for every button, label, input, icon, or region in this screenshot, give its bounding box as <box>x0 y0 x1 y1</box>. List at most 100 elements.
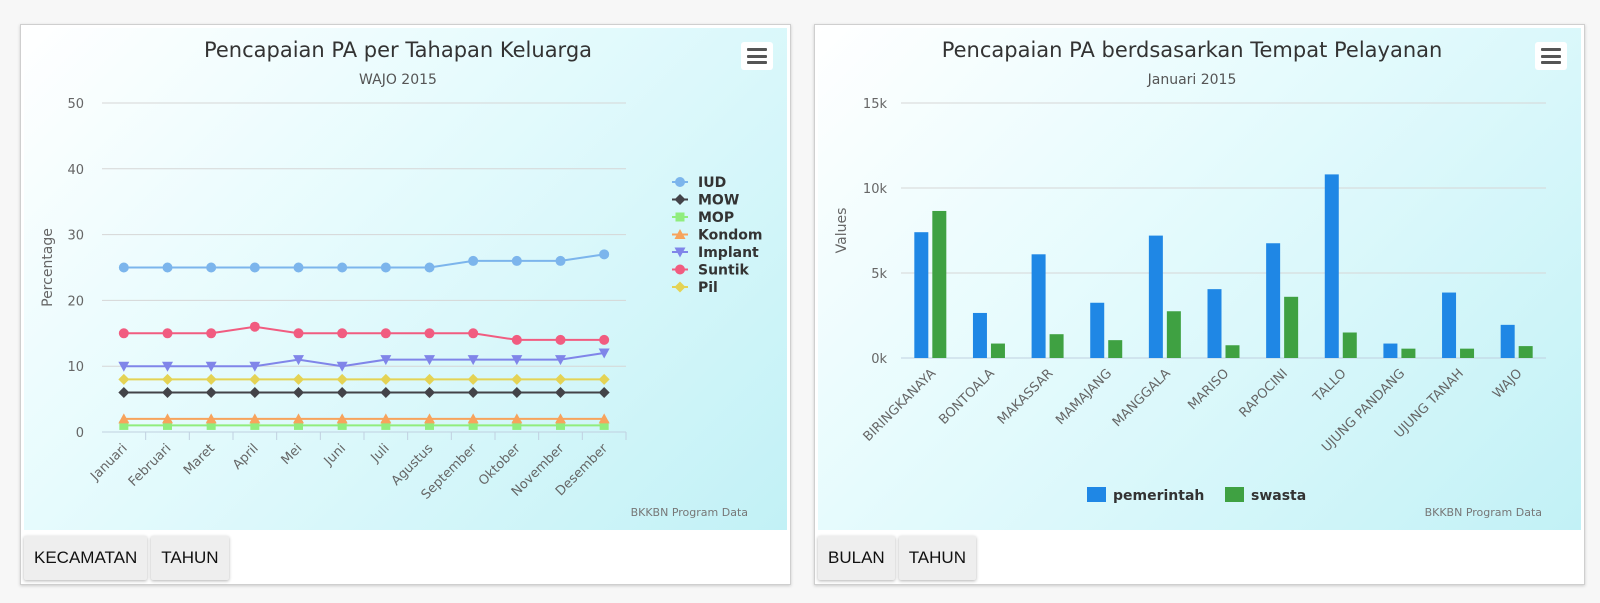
data-point[interactable] <box>424 373 435 385</box>
data-point[interactable] <box>119 420 129 430</box>
data-point[interactable] <box>468 328 479 339</box>
data-point[interactable] <box>424 413 435 424</box>
data-point[interactable] <box>599 420 609 430</box>
legend-item-mow[interactable]: MOW <box>672 193 739 209</box>
data-point[interactable] <box>249 262 260 273</box>
data-point[interactable] <box>294 420 303 430</box>
data-point[interactable] <box>249 361 261 372</box>
data-point[interactable] <box>336 387 348 399</box>
data-point[interactable] <box>336 413 348 424</box>
data-point[interactable] <box>425 420 434 430</box>
data-point[interactable] <box>598 387 610 399</box>
data-point[interactable] <box>555 255 566 266</box>
data-point[interactable] <box>467 413 479 424</box>
bar-swasta[interactable] <box>1108 340 1123 358</box>
legend-item-pemerintah[interactable]: pemerintah <box>1087 487 1204 504</box>
bar-pemerintah[interactable] <box>1500 324 1515 358</box>
bar-swasta[interactable] <box>932 210 947 358</box>
bulan-button[interactable]: BULAN <box>818 536 895 580</box>
data-point[interactable] <box>162 262 173 273</box>
legend-marker[interactable] <box>674 229 686 239</box>
bar-swasta[interactable] <box>1518 346 1533 358</box>
data-point[interactable] <box>337 262 348 273</box>
data-point[interactable] <box>118 387 130 399</box>
data-point[interactable] <box>336 361 348 372</box>
bar-swasta[interactable] <box>990 343 1005 358</box>
data-point[interactable] <box>468 420 478 430</box>
data-point[interactable] <box>512 420 522 430</box>
data-point[interactable] <box>118 262 129 273</box>
data-point[interactable] <box>380 387 392 399</box>
data-point[interactable] <box>206 262 217 273</box>
data-point[interactable] <box>380 328 391 339</box>
bar-pemerintah[interactable] <box>1383 343 1398 358</box>
data-point[interactable] <box>249 387 261 399</box>
data-point[interactable] <box>249 321 260 332</box>
data-point[interactable] <box>293 373 304 385</box>
chart-credits[interactable]: BKKBN Program Data <box>1425 506 1542 519</box>
data-point[interactable] <box>467 373 479 385</box>
data-point[interactable] <box>424 262 435 273</box>
data-point[interactable] <box>598 348 610 359</box>
data-point[interactable] <box>118 328 129 339</box>
data-point[interactable] <box>555 334 566 345</box>
data-point[interactable] <box>598 413 610 424</box>
data-point[interactable] <box>424 355 435 366</box>
data-point[interactable] <box>336 373 348 385</box>
legend-item-mop[interactable]: MOP <box>672 210 734 226</box>
data-point[interactable] <box>467 387 479 399</box>
data-point[interactable] <box>162 373 173 385</box>
data-point[interactable] <box>424 387 435 399</box>
bar-pemerintah[interactable] <box>1324 174 1339 358</box>
data-point[interactable] <box>599 249 610 260</box>
data-point[interactable] <box>468 255 479 266</box>
tahun-button[interactable]: TAHUN <box>151 536 229 580</box>
data-point[interactable] <box>555 355 566 366</box>
legend-item-kondom[interactable]: Kondom <box>672 228 762 244</box>
tahun-button[interactable]: TAHUN <box>898 536 976 580</box>
legend-marker[interactable] <box>674 281 686 293</box>
data-point[interactable] <box>162 361 173 372</box>
bar-pemerintah[interactable] <box>1148 235 1163 358</box>
data-point[interactable] <box>381 420 391 430</box>
legend-item-iud[interactable]: IUD <box>672 175 726 191</box>
data-point[interactable] <box>205 413 217 424</box>
data-point[interactable] <box>380 262 391 273</box>
bar-swasta[interactable] <box>1460 348 1475 358</box>
data-point[interactable] <box>598 373 610 385</box>
data-point[interactable] <box>599 334 610 345</box>
data-point[interactable] <box>511 255 522 266</box>
legend-marker[interactable] <box>675 177 685 187</box>
data-point[interactable] <box>467 355 479 366</box>
legend-item-suntik[interactable]: Suntik <box>672 263 750 279</box>
bar-swasta[interactable] <box>1225 345 1240 358</box>
data-point[interactable] <box>293 262 304 273</box>
data-point[interactable] <box>206 328 217 339</box>
data-point[interactable] <box>555 387 566 399</box>
legend-marker[interactable] <box>674 247 686 258</box>
line-chart-menu-icon[interactable] <box>741 42 773 70</box>
data-point[interactable] <box>555 413 566 424</box>
legend-item-pil[interactable]: Pil <box>672 280 718 296</box>
kecamatan-button[interactable]: KECAMATAN <box>24 536 148 580</box>
data-point[interactable] <box>380 355 392 366</box>
bar-swasta[interactable] <box>1342 332 1357 359</box>
data-point[interactable] <box>118 361 130 372</box>
data-point[interactable] <box>206 420 216 430</box>
bar-swasta[interactable] <box>1166 311 1181 358</box>
bar-swasta[interactable] <box>1401 348 1416 358</box>
data-point[interactable] <box>118 373 130 385</box>
data-point[interactable] <box>205 373 217 385</box>
bar-chart-menu-icon[interactable] <box>1535 42 1567 70</box>
data-point[interactable] <box>337 328 348 339</box>
data-point[interactable] <box>380 373 392 385</box>
data-point[interactable] <box>556 420 565 430</box>
data-point[interactable] <box>511 355 523 366</box>
data-point[interactable] <box>293 387 304 399</box>
data-point[interactable] <box>293 328 304 339</box>
data-point[interactable] <box>162 387 173 399</box>
legend-item-swasta[interactable]: swasta <box>1225 487 1306 504</box>
data-point[interactable] <box>118 413 130 424</box>
data-point[interactable] <box>205 361 217 372</box>
data-point[interactable] <box>555 373 566 385</box>
